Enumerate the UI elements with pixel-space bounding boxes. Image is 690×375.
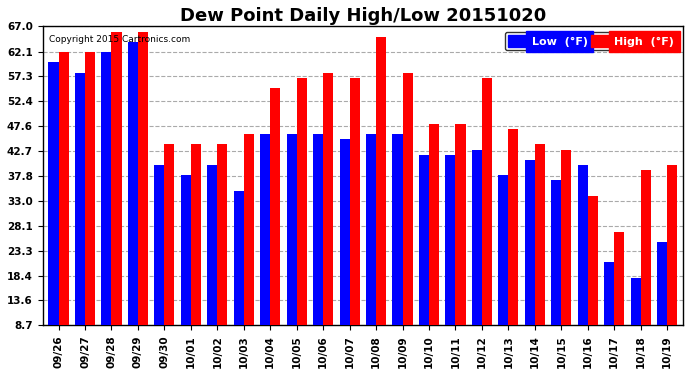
Bar [155,165,164,370]
Bar [366,134,376,370]
Bar [191,144,201,370]
Bar [112,32,121,370]
Bar [164,144,175,370]
Bar [419,155,429,370]
Bar [446,155,455,370]
Bar [631,278,641,370]
Bar [181,175,191,370]
Title: Dew Point Daily High/Low 20151020: Dew Point Daily High/Low 20151020 [179,7,546,25]
Bar [75,73,85,370]
Bar [85,52,95,370]
Bar [260,134,270,370]
Bar [207,165,217,370]
Bar [562,150,571,370]
Bar [128,42,138,370]
Bar [48,62,59,370]
Bar [323,73,333,370]
Bar [525,160,535,370]
Bar [482,78,492,370]
Bar [498,175,509,370]
Bar [641,170,651,370]
Bar [472,150,482,370]
Bar [234,190,244,370]
Bar [402,73,413,370]
Bar [667,165,677,370]
Bar [551,180,562,370]
Bar [313,134,323,370]
Bar [59,52,68,370]
Bar [297,78,307,370]
Legend: Low  (°F), High  (°F): Low (°F), High (°F) [505,32,678,50]
Bar [138,32,148,370]
Bar [509,129,518,370]
Bar [614,232,624,370]
Bar [393,134,402,370]
Bar [270,88,280,370]
Text: Copyright 2015 Cartronics.com: Copyright 2015 Cartronics.com [49,36,190,45]
Bar [286,134,297,370]
Bar [429,124,439,370]
Bar [350,78,359,370]
Bar [244,134,254,370]
Bar [217,144,228,370]
Bar [657,242,667,370]
Bar [455,124,466,370]
Bar [376,37,386,370]
Bar [604,262,614,370]
Bar [535,144,545,370]
Bar [588,196,598,370]
Bar [578,165,588,370]
Bar [101,52,112,370]
Bar [339,140,350,370]
